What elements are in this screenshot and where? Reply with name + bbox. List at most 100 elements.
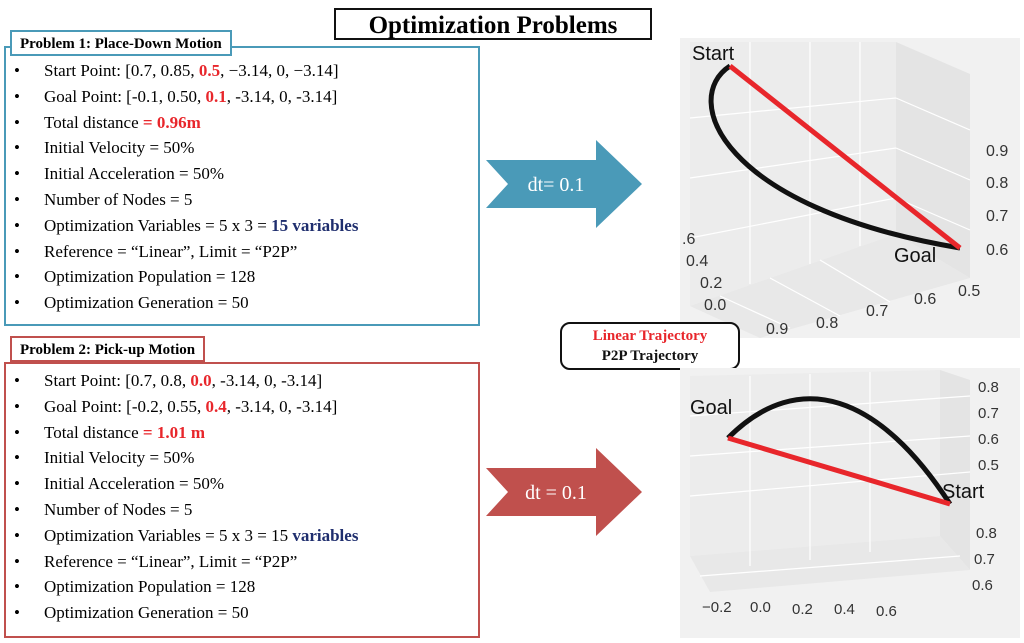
x-ticks: −0.2 0.0 0.2 0.4 0.6	[702, 599, 897, 620]
tick-label: 0.8	[978, 379, 999, 396]
highlight-value: = 1.01 m	[142, 422, 205, 442]
highlight-value: 0.5	[198, 61, 221, 80]
p2p-trajectory	[726, 396, 953, 506]
tick-label: 0.6	[914, 291, 936, 308]
bullet-icon: •	[14, 371, 20, 390]
problem2-panel	[4, 362, 480, 638]
legend-linear: Linear Trajectory	[592, 328, 708, 344]
bullet-icon: •	[14, 164, 20, 184]
list-item: • Total distance = 0.96m	[10, 110, 358, 136]
list-item: • Optimization Population = 128	[10, 264, 358, 290]
arrow-problem2: dt = 0.1	[486, 448, 642, 536]
bullet-icon: •	[14, 112, 20, 132]
list-item: • Reference = “Linear”, Limit = “P2P”	[10, 549, 358, 575]
problem2-list: • Start Point: [0.7, 0.8, 0.0, -3.14, 0, …	[10, 368, 358, 626]
bullet-icon: •	[14, 293, 20, 313]
side-pane	[896, 42, 970, 278]
highlight-value: 0.0	[190, 371, 212, 390]
tick-label: 0.5	[958, 283, 980, 300]
list-item: • Initial Velocity = 50%	[10, 135, 358, 161]
item-text: Number of Nodes = 5	[44, 499, 193, 519]
bullet-icon: •	[14, 448, 20, 468]
page-title: Optimization Problems	[334, 8, 652, 40]
list-item: • Optimization Generation = 50	[10, 600, 358, 626]
item-text: Optimization Variables = 5 x 3 =	[44, 215, 272, 235]
list-item: • Total distance = 1.01 m	[10, 420, 358, 446]
item-text: Number of Nodes = 5	[44, 189, 193, 209]
item-text: , -3.14, 0, -3.14]	[211, 371, 323, 390]
tick-label: 0.8	[816, 315, 838, 332]
item-text: Start Point: [0.7, 0.8,	[44, 371, 191, 390]
tick-label: −0.2	[702, 599, 732, 616]
problem2-title: Problem 2: Pick-up Motion	[10, 336, 206, 362]
highlight-value: variables	[292, 525, 359, 545]
list-item: • Initial Acceleration = 50%	[10, 471, 358, 497]
bullet-icon: •	[14, 215, 20, 235]
bullet-icon: •	[14, 241, 20, 261]
y-ticks: .6 0.4 0.2 0.0	[682, 231, 726, 314]
goal-label: Goal	[690, 397, 732, 419]
legend: Linear Trajectory P2P Trajectory	[560, 322, 740, 370]
highlight-value: 0.4	[205, 396, 227, 416]
item-text: , −3.14, 0, −3.14]	[220, 61, 339, 80]
y-ticks: 0.8 0.7 0.6	[972, 525, 997, 594]
tick-label: 0.5	[978, 457, 999, 474]
tick-label: 0.6	[876, 603, 897, 620]
highlight-value: 15 variables	[271, 215, 359, 235]
tick-label: 0.7	[986, 208, 1008, 225]
item-text: Optimization Variables = 5 x 3 = 15	[44, 525, 293, 545]
plot-problem2: Goal Start 0.8 0.7 0.6 0.5 0.8 0.7 0.6 −…	[680, 368, 1020, 638]
item-text: Reference = “Linear”, Limit = “P2P”	[44, 241, 298, 261]
tick-label: 0.6	[986, 242, 1008, 259]
item-text: Initial Velocity = 50%	[44, 448, 195, 468]
bullet-icon: •	[14, 499, 20, 519]
grid-lines	[689, 372, 971, 577]
list-item: • Optimization Variables = 5 x 3 = 15 var…	[10, 213, 358, 239]
bullet-icon: •	[14, 61, 20, 80]
bullet-icon: •	[14, 189, 20, 209]
item-text: Goal Point: [-0.1, 0.50,	[44, 86, 206, 106]
list-item: • Number of Nodes = 5	[10, 187, 358, 213]
item-text: Reference = “Linear”, Limit = “P2P”	[44, 551, 298, 571]
list-item: • Goal Point: [-0.1, 0.50, 0.1, -3.14, 0,…	[10, 84, 358, 110]
legend-p2p: P2P Trajectory	[601, 348, 699, 364]
z-ticks: 0.8 0.7 0.6 0.5	[978, 379, 999, 474]
tick-label: 0.4	[686, 253, 708, 270]
bullet-icon: •	[14, 603, 20, 623]
item-text: Optimization Generation = 50	[44, 603, 249, 623]
start-label: Start	[942, 481, 985, 503]
item-text: Initial Acceleration = 50%	[44, 474, 224, 494]
bullet-icon: •	[14, 86, 20, 106]
item-text: Optimization Generation = 50	[44, 293, 249, 313]
list-item: • Goal Point: [-0.2, 0.55, 0.4, -3.14, 0,…	[10, 394, 358, 420]
arrow-shape	[486, 448, 642, 536]
list-item: • Initial Velocity = 50%	[10, 445, 358, 471]
bullet-icon: •	[14, 422, 20, 442]
item-text: Total distance	[44, 422, 143, 442]
tick-label: 0.6	[972, 577, 993, 594]
tick-label: 0.8	[976, 525, 997, 542]
item-text: Initial Acceleration = 50%	[44, 164, 224, 184]
list-item: • Optimization Generation = 50	[10, 290, 358, 316]
bullet-icon: •	[14, 267, 20, 287]
plot-problem1: Start Goal 0.9 0.8 0.7 0.6 .6 0.4 0.2 0.…	[680, 38, 1020, 338]
tick-label: 0.2	[792, 601, 813, 618]
p2p-trajectory	[708, 63, 961, 251]
x-ticks: 0.9 0.8 0.7 0.6 0.5	[766, 283, 980, 338]
item-text: Initial Velocity = 50%	[44, 138, 195, 158]
back-pane	[690, 42, 896, 306]
list-item: • Number of Nodes = 5	[10, 497, 358, 523]
grid-lines	[689, 42, 971, 329]
problem1-title: Problem 1: Place-Down Motion	[10, 30, 232, 56]
bullet-icon: •	[14, 577, 20, 597]
bullet-icon: •	[14, 525, 20, 545]
highlight-value: 0.1	[205, 86, 227, 106]
arrow-label: dt= 0.1	[528, 174, 585, 196]
arrow-label: dt = 0.1	[525, 482, 587, 504]
floor-pane	[690, 234, 970, 338]
tick-label: 0.7	[866, 303, 888, 320]
item-text: , -3.14, 0, -3.14]	[226, 396, 338, 416]
bullet-icon: •	[14, 138, 20, 158]
floor-pane	[690, 536, 970, 592]
item-text: Optimization Population = 128	[44, 267, 256, 287]
